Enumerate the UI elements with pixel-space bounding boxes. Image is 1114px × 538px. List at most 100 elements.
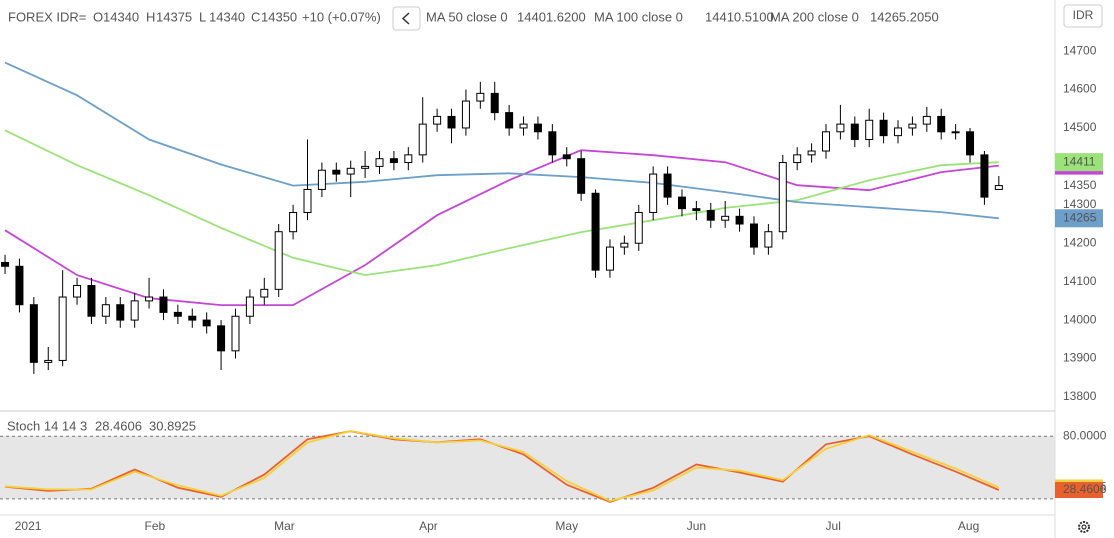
candle-body	[634, 211, 643, 244]
y-tick-label: 13900	[1063, 351, 1097, 365]
candle-body	[908, 123, 917, 129]
line	[4, 61, 999, 220]
candle-body	[44, 359, 53, 363]
candle-body	[173, 311, 182, 317]
collapse-button[interactable]	[392, 6, 421, 31]
ohlc-label: H	[146, 9, 155, 24]
currency-label: IDR	[1073, 8, 1094, 22]
x-tick-label: Apr	[419, 519, 438, 533]
stoch-name: Stoch 14 14 3	[7, 418, 87, 433]
candle-body	[130, 300, 139, 321]
candle-body	[461, 100, 470, 129]
x-tick-label: Jun	[687, 519, 706, 533]
x-tick-label: Feb	[144, 519, 165, 533]
candle-body	[361, 165, 370, 169]
legend-value: 14410.5100	[705, 9, 774, 24]
candle-body	[721, 215, 730, 221]
candle-body	[850, 123, 859, 140]
y-tick-label: 14500	[1063, 120, 1097, 134]
candle-body	[332, 169, 341, 175]
candle-body	[217, 325, 226, 352]
y-tick-label: 14200	[1063, 235, 1097, 249]
candle-body	[533, 123, 542, 133]
candle-body	[375, 158, 384, 167]
candle-body	[807, 150, 816, 156]
y-tick-label: 14100	[1063, 274, 1097, 288]
ohlc-label: O	[93, 9, 103, 24]
ohlc-value: 14375	[156, 9, 192, 24]
candle-body	[101, 304, 110, 317]
candle-body	[476, 92, 485, 102]
candle-body	[894, 127, 903, 137]
candle-body	[188, 315, 197, 321]
candle-body	[245, 296, 254, 317]
candle-body	[29, 304, 38, 363]
candle-body	[577, 158, 586, 194]
candle-body	[159, 296, 168, 313]
candle-body	[505, 112, 514, 129]
legend-value: 14265.2050	[870, 9, 939, 24]
line	[4, 430, 1000, 502]
x-tick-label: May	[555, 519, 578, 533]
stoch-badge-label: 28.4606	[1063, 482, 1107, 496]
candle-body	[937, 115, 946, 133]
candle-body	[289, 211, 298, 233]
y-tick-label: 14000	[1063, 312, 1097, 326]
currency-button[interactable]	[1063, 4, 1103, 28]
candle-body	[591, 192, 600, 271]
stoch-legend-value: 28.4606	[95, 418, 142, 433]
chevron-icon	[401, 12, 410, 25]
y-tick-label: 14600	[1063, 82, 1097, 96]
candle-body	[605, 246, 614, 271]
candle-body	[951, 131, 960, 134]
candle-body	[677, 196, 686, 210]
candle-body	[692, 208, 701, 212]
candle-body	[663, 173, 672, 198]
candle-body	[404, 154, 413, 164]
ohlc-value: 14340	[209, 9, 245, 24]
candle-body	[303, 188, 312, 213]
x-tick-label: Mar	[274, 519, 295, 533]
x-tick-label: 2021	[15, 519, 42, 533]
stoch-tick-label: 80.0000	[1063, 428, 1107, 442]
legend-name: MA 200 close 0	[770, 9, 859, 24]
candle-body	[749, 223, 758, 248]
candle-body	[836, 123, 845, 133]
candle-body	[15, 265, 24, 306]
candle-body	[649, 173, 658, 213]
x-tick-label: Aug	[958, 519, 979, 533]
line	[4, 149, 999, 306]
legend-name: MA 100 close 0	[594, 9, 683, 24]
candle-body	[980, 154, 989, 198]
candle-body	[519, 123, 528, 129]
symbol: FOREX IDR=	[8, 9, 86, 24]
ma-badge	[1055, 209, 1103, 228]
candle-body	[966, 131, 975, 156]
y-tick-label: 13800	[1063, 389, 1097, 403]
candle-body	[764, 231, 773, 248]
candle-body	[778, 162, 787, 233]
candle-body	[418, 123, 427, 156]
change: +10 (+0.07%)	[302, 9, 381, 24]
plot-layer	[0, 61, 1055, 503]
candle-body	[447, 115, 456, 129]
ohlc-label: C	[251, 9, 260, 24]
gear-outer	[1078, 521, 1090, 533]
settings-icon[interactable]	[1078, 521, 1090, 533]
candle-body	[620, 242, 629, 248]
candle-body	[735, 215, 744, 225]
candle-body	[562, 154, 571, 160]
candle-body	[73, 285, 82, 298]
ohlc-label: L	[199, 9, 206, 24]
ma-badge-label: 14411	[1063, 154, 1096, 168]
candle-body	[994, 185, 1003, 190]
candle-body	[706, 210, 715, 221]
ma-badge	[1055, 153, 1103, 172]
line	[4, 129, 999, 277]
last-price-label: 14350	[1063, 178, 1097, 192]
x-tick-label: Jul	[826, 519, 841, 533]
ohlc-value: 14350	[261, 9, 297, 24]
candle-body	[87, 285, 96, 317]
candle-body	[548, 131, 557, 156]
candle-body	[433, 115, 442, 125]
